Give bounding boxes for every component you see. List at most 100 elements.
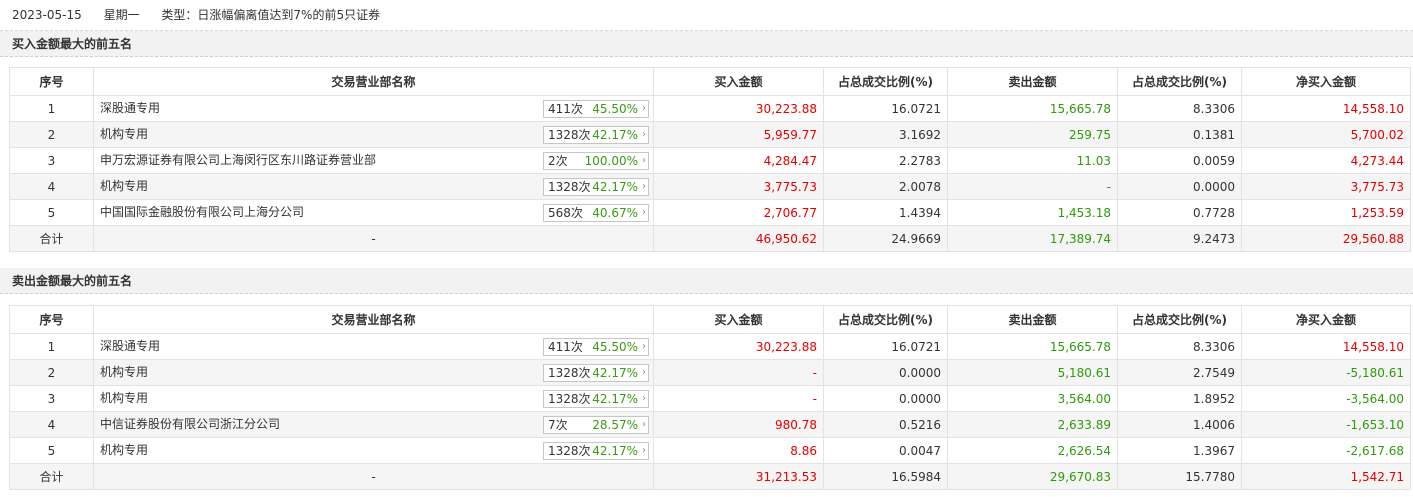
dept-stat-button[interactable]: 568次 40.67% › [543, 204, 649, 222]
list-count: 1328次 [548, 392, 591, 406]
col-buy-ratio-header: 占总成交比例(%) [823, 305, 948, 334]
buy-amount-cell: 5,959.77 [653, 121, 824, 148]
buy-amount-cell: - [653, 385, 824, 412]
dept-name: 机构专用 [100, 127, 149, 141]
sell-amount-cell: 11.03 [947, 147, 1118, 174]
sell-amount-cell: 15,665.78 [947, 95, 1118, 122]
win-rate: 42.17% [592, 366, 638, 380]
chevron-right-icon: › [642, 393, 646, 404]
win-rate: 42.17% [592, 392, 638, 406]
sell-amount-cell: 2,633.89 [947, 411, 1118, 438]
sell-ratio-cell: 0.1381 [1117, 121, 1242, 148]
dept-cell: 机构专用 1328次 42.17% › [93, 437, 654, 464]
buy-amount-cell: 4,284.47 [653, 147, 824, 174]
sell-section-title: 卖出金额最大的前五名 [0, 268, 1413, 294]
table-row: 5 中国国际金融股份有限公司上海分公司 568次 40.67% › 2,706.77 1.4… [9, 199, 1411, 226]
dept-cell: 机构专用 1328次 42.17% › [93, 173, 654, 200]
dept-cell: 申万宏源证券有限公司上海闵行区东川路证券营业部 2次 100.00% › [93, 147, 654, 174]
dept-stat-button[interactable]: 411次 45.50% › [543, 338, 649, 356]
top-info-bar: 2023-05-15 星期一 类型：日涨幅偏离值达到7%的前5只证券 [0, 0, 1413, 31]
buy-ratio-cell: 1.4394 [823, 199, 948, 226]
sell-ratio-cell: 8.3306 [1117, 95, 1242, 122]
dept-stat-button[interactable]: 1328次 42.17% › [543, 178, 649, 196]
sell-amount-cell: 3,564.00 [947, 385, 1118, 412]
dept-stat-button[interactable]: 2次 100.00% › [543, 152, 649, 170]
total-label: 合计 [9, 225, 94, 252]
chevron-right-icon: › [642, 103, 646, 114]
net-buy-cell: -1,653.10 [1241, 411, 1411, 438]
total-net-buy: 29,560.88 [1241, 225, 1411, 252]
rank-cell: 2 [9, 121, 94, 148]
table-row: 4 机构专用 1328次 42.17% › 3,775.73 2.0078-0.0000 3,… [9, 173, 1411, 200]
col-sell-ratio-header: 占总成交比例(%) [1117, 67, 1242, 96]
col-buy-ratio-header: 占总成交比例(%) [823, 67, 948, 96]
dept-name: 机构专用 [100, 179, 149, 193]
col-net-buy-header: 净买入金额 [1241, 305, 1411, 334]
sell-amount-cell: - [947, 173, 1118, 200]
list-count: 1328次 [548, 444, 591, 458]
buy-amount-cell: 3,775.73 [653, 173, 824, 200]
dept-cell: 深股通专用 411次 45.50% › [93, 333, 654, 360]
dept-cell: 机构专用 1328次 42.17% › [93, 359, 654, 386]
rank-cell: 3 [9, 385, 94, 412]
buy-ratio-cell: 0.5216 [823, 411, 948, 438]
net-buy-cell: -2,617.68 [1241, 437, 1411, 464]
list-count: 568次 [548, 206, 583, 220]
col-sell-amount-header: 卖出金额 [947, 67, 1118, 96]
dept-cell: 深股通专用 411次 45.50% › [93, 95, 654, 122]
col-dept-name-header: 交易营业部名称 [93, 67, 654, 96]
total-row: 合计 -46,950.62 24.9669 17,389.74 9.2473 29,560… [9, 225, 1411, 252]
sell-amount-cell: 1,453.18 [947, 199, 1118, 226]
rank-cell: 4 [9, 173, 94, 200]
dept-cell: 机构专用 1328次 42.17% › [93, 121, 654, 148]
dept-stat-button[interactable]: 1328次 42.17% › [543, 442, 649, 460]
list-count: 1328次 [548, 366, 591, 380]
sell-ratio-cell: 0.0000 [1117, 173, 1242, 200]
dept-stat-button[interactable]: 7次 28.57% › [543, 416, 649, 434]
table-row: 3 机构专用 1328次 42.17% › -0.0000 3,564.00 1.8952 -3… [9, 385, 1411, 412]
sell-ratio-cell: 1.3967 [1117, 437, 1242, 464]
net-buy-cell: 14,558.10 [1241, 333, 1411, 360]
buy-amount-cell: 30,223.88 [653, 333, 824, 360]
sell-amount-cell: 259.75 [947, 121, 1118, 148]
dept-cell: 中国国际金融股份有限公司上海分公司 568次 40.67% › [93, 199, 654, 226]
dept-name: 机构专用 [100, 365, 149, 379]
chevron-right-icon: › [642, 367, 646, 378]
trade-date: 2023-05-15 [12, 8, 82, 22]
net-buy-cell: 1,253.59 [1241, 199, 1411, 226]
list-count: 7次 [548, 418, 568, 432]
dept-name: 中信证券股份有限公司浙江分公司 [100, 417, 281, 431]
buy-top5-table: 序号 交易营业部名称 买入金额 占总成交比例(%) 卖出金额 占总成交比例(%) 净买入金额… [9, 67, 1411, 252]
dept-name: 申万宏源证券有限公司上海闵行区东川路证券营业部 [100, 153, 377, 167]
dept-stat-button[interactable]: 1328次 42.17% › [543, 390, 649, 408]
sell-amount-cell: 5,180.61 [947, 359, 1118, 386]
buy-amount-cell: 8.86 [653, 437, 824, 464]
buy-ratio-cell: 16.0721 [823, 95, 948, 122]
buy-amount-cell: 2,706.77 [653, 199, 824, 226]
dept-stat-button[interactable]: 1328次 42.17% › [543, 364, 649, 382]
list-count: 2次 [548, 154, 568, 168]
buy-ratio-cell: 0.0047 [823, 437, 948, 464]
trade-weekday: 星期一 [103, 8, 140, 22]
total-buy-ratio: 16.5984 [823, 463, 948, 490]
chevron-right-icon: › [642, 181, 646, 192]
col-dept-name-header: 交易营业部名称 [93, 305, 654, 334]
total-dept-cell: - [93, 463, 654, 490]
buy-ratio-cell: 0.0000 [823, 359, 948, 386]
dept-name: 深股通专用 [100, 101, 161, 115]
table-row: 1 深股通专用 411次 45.50% › 30,223.88 16.0721 15,665.… [9, 95, 1411, 122]
win-rate: 45.50% [592, 102, 638, 116]
chevron-right-icon: › [642, 129, 646, 140]
total-dept-cell: - [93, 225, 654, 252]
col-sell-amount-header: 卖出金额 [947, 305, 1118, 334]
table-row: 1 深股通专用 411次 45.50% › 30,223.88 16.0721 15,665.… [9, 333, 1411, 360]
dept-name: 机构专用 [100, 443, 149, 457]
dept-stat-button[interactable]: 411次 45.50% › [543, 100, 649, 118]
rank-cell: 1 [9, 333, 94, 360]
table-row: 3 申万宏源证券有限公司上海闵行区东川路证券营业部 2次 100.00% › 4,284.… [9, 147, 1411, 174]
chevron-right-icon: › [642, 419, 646, 430]
dept-stat-button[interactable]: 1328次 42.17% › [543, 126, 649, 144]
chevron-right-icon: › [642, 155, 646, 166]
sell-ratio-cell: 1.8952 [1117, 385, 1242, 412]
list-count: 1328次 [548, 128, 591, 142]
